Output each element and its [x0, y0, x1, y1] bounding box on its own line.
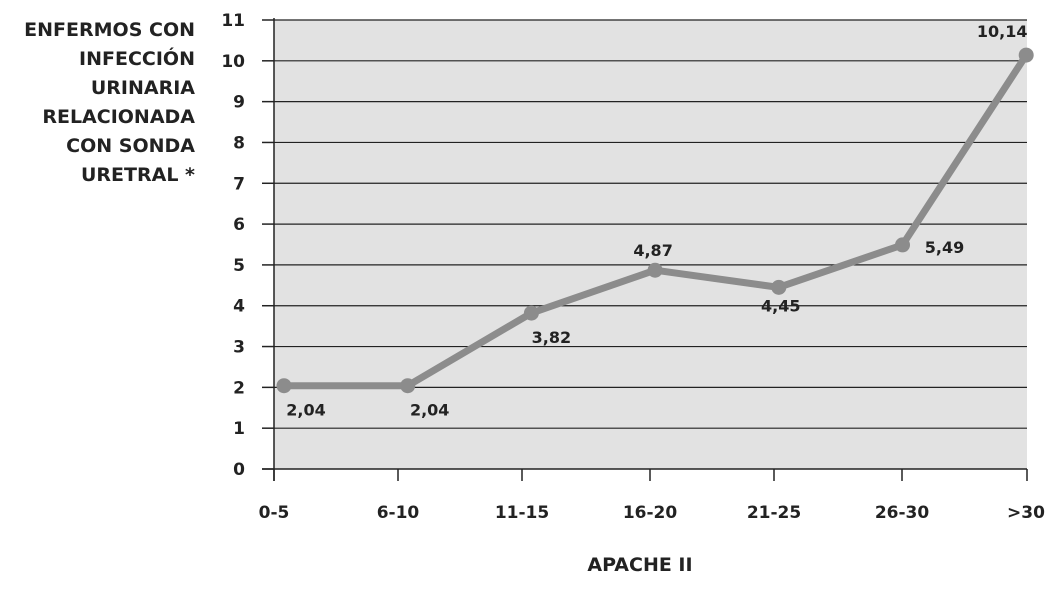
- data-point: [1018, 47, 1034, 63]
- y-tick-label: 10: [221, 52, 245, 72]
- y-tick-label: 3: [233, 338, 245, 358]
- data-label: 2,04: [286, 401, 325, 420]
- y-tick-label: 1: [233, 419, 245, 439]
- x-tick-label: 21-25: [747, 503, 801, 523]
- y-tick-label: 7: [233, 174, 245, 194]
- gridlines: [274, 19, 1027, 429]
- data-point: [400, 378, 416, 394]
- data-point: [771, 279, 787, 295]
- y-tick-label: 5: [233, 256, 245, 276]
- y-tick-label: 8: [233, 133, 245, 153]
- x-tick-labels: 0-5 6-10 11-15 16-20 21-25 26-30 >30: [259, 503, 1045, 523]
- data-point: [276, 378, 292, 394]
- data-labels: 2,04 2,04 3,82 4,87 4,45 5,49 10,14: [286, 22, 1027, 420]
- y-tick-labels: 0 1 2 3 4 5 6 7 8 9 10 11: [221, 11, 245, 480]
- y-tick-label: 9: [233, 93, 245, 113]
- x-axis-title: APACHE II: [587, 554, 693, 576]
- data-label: 4,45: [761, 296, 800, 315]
- y-tick-label: 11: [221, 11, 245, 31]
- data-label: 2,04: [410, 401, 449, 420]
- x-tick-label: 26-30: [875, 503, 930, 523]
- x-tick-label: 0-5: [259, 503, 290, 523]
- axes: [262, 18, 1028, 481]
- x-tick-label: 6-10: [377, 503, 420, 523]
- data-point: [647, 262, 663, 278]
- data-points: [276, 47, 1034, 394]
- y-tick-label: 0: [233, 460, 245, 480]
- data-point: [895, 237, 910, 253]
- x-tick-label: 16-20: [623, 503, 678, 523]
- data-label: 3,82: [532, 328, 571, 347]
- y-axis-title: ENFERMOS CON INFECCIÓN URINARIA RELACION…: [24, 19, 195, 186]
- x-tick-label: 11-15: [495, 503, 549, 523]
- x-tick-label: >30: [1007, 503, 1045, 523]
- data-label: 4,87: [633, 241, 672, 260]
- data-label: 10,14: [977, 22, 1028, 41]
- y-tick-label: 6: [233, 215, 245, 235]
- y-tick-label: 2: [233, 378, 245, 398]
- y-tick-label: 4: [233, 297, 245, 317]
- data-label: 5,49: [925, 238, 964, 257]
- data-point: [523, 305, 539, 321]
